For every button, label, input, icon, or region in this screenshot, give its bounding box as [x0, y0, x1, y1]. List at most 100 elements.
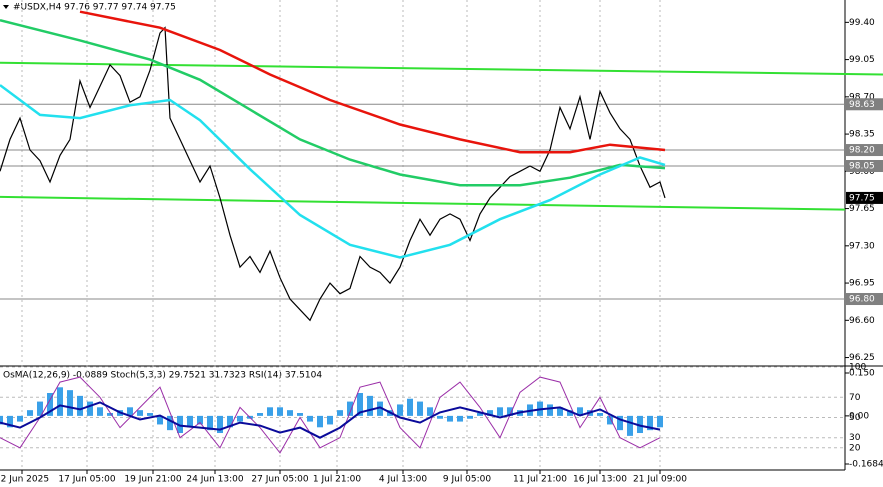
osma-bar: [497, 407, 503, 416]
level-box: [846, 144, 883, 157]
osma-bar: [47, 393, 53, 416]
osma-bar: [277, 407, 283, 416]
osma-bar: [547, 404, 553, 416]
y-tick-label: 99.05: [849, 55, 875, 65]
osma-bar: [137, 410, 143, 416]
x-tick-label: 1 Jul 21:00: [313, 475, 362, 485]
y2-tick-label: 100: [849, 363, 866, 373]
osma-bar: [317, 415, 323, 428]
y-tick-label: 99.40: [849, 18, 875, 28]
y-tick-label: 96.60: [849, 316, 875, 326]
osma-bar: [27, 410, 33, 416]
level-label: 96.80: [849, 295, 875, 305]
osma-bar: [217, 415, 223, 434]
y-tick-label: 0.00: [849, 411, 869, 421]
osma-bar: [627, 415, 633, 436]
osma-bar: [307, 415, 313, 422]
level-box: [846, 98, 883, 111]
osma-bar: [597, 413, 603, 416]
osma-bar: [237, 415, 243, 422]
osma-bar: [467, 415, 473, 419]
osma-bar: [97, 407, 103, 416]
y-tick-label: 0.150: [849, 369, 875, 379]
trend-line: [0, 61, 883, 76]
current-price-label: 97.75: [849, 193, 875, 203]
osma-bar: [177, 415, 183, 434]
osma-bar: [327, 415, 333, 425]
osma-bar: [607, 415, 613, 425]
osma-bar: [647, 415, 653, 431]
y-tick-label: 98.35: [849, 130, 875, 140]
osma-bar: [107, 413, 113, 416]
level-box: [846, 160, 883, 173]
level-label: 98.63: [849, 100, 875, 110]
x-tick-label: 9 Jul 05:00: [443, 475, 492, 485]
osma-bar: [77, 395, 83, 416]
x-tick-label: 21 Jul 09:00: [633, 475, 687, 485]
y2-tick-label: 50: [849, 413, 861, 423]
osma-bar: [167, 415, 173, 431]
x-tick-label: 27 Jun 05:00: [251, 475, 308, 485]
osma-bar: [67, 390, 73, 416]
level-label: 98.05: [849, 162, 875, 172]
y-tick-label: -0.1684: [849, 460, 883, 470]
level-label: 98.20: [849, 146, 875, 156]
x-tick-label: 11 Jul 21:00: [513, 475, 567, 485]
osma-bar: [197, 415, 203, 425]
x-tick-label: 19 Jun 21:00: [124, 475, 181, 485]
osma-bar: [297, 413, 303, 416]
x-tick-label: 24 Jun 13:00: [186, 475, 243, 485]
osma-bar: [637, 415, 643, 434]
y2-tick-label: 30: [849, 433, 861, 443]
osma-bar: [477, 413, 483, 416]
osma-bar: [427, 407, 433, 416]
osma-bar: [57, 387, 63, 416]
osma-bar: [227, 415, 233, 428]
y-tick-label: 97.30: [849, 241, 875, 251]
osma-bar: [657, 415, 663, 428]
osma-bar: [347, 401, 353, 416]
level-box: [846, 293, 883, 306]
moving-average: [0, 84, 666, 259]
osma-bar: [577, 407, 583, 416]
osma-bar: [617, 415, 623, 431]
osma-bar: [127, 407, 133, 416]
osma-bar: [157, 415, 163, 425]
osma-bar: [7, 415, 13, 428]
osma-bar: [257, 413, 263, 416]
osma-bar: [17, 415, 23, 422]
osma-bar: [287, 410, 293, 416]
moving-average: [79, 10, 666, 154]
osma-bar: [397, 404, 403, 416]
osma-bar: [417, 401, 423, 416]
x-tick-label: 12 Jun 2025: [0, 475, 49, 485]
osma-bar: [507, 407, 513, 416]
osma-bar: [187, 415, 193, 428]
moving-average: [0, 18, 666, 187]
osma-bar: [377, 401, 383, 416]
osma-bar: [437, 415, 443, 419]
y2-tick-label: 20: [849, 443, 861, 453]
osma-bar: [487, 410, 493, 416]
y-tick-label: 98.70: [849, 92, 875, 102]
current-price-box: [846, 191, 883, 204]
indicator-title: OsMA(12,26,9) -0.0889 Stoch(5,3,3) 29.75…: [3, 371, 322, 381]
x-tick-label: 4 Jul 13:00: [379, 475, 428, 485]
osma-bar: [207, 415, 213, 431]
osma-bar: [357, 393, 363, 416]
osma-bar: [557, 407, 563, 416]
osma-bar: [267, 407, 273, 416]
y-tick-label: 96.95: [849, 279, 875, 289]
osma-bar: [147, 413, 153, 416]
osma-bar: [87, 401, 93, 416]
osma-bar: [337, 410, 343, 416]
osma-bar: [567, 410, 573, 416]
x-tick-label: 16 Jul 13:00: [573, 475, 627, 485]
y-tick-label: 96.25: [849, 353, 875, 363]
price-line: [0, 26, 666, 322]
x-tick-label: 17 Jun 05:00: [58, 475, 115, 485]
osma-bar: [457, 415, 463, 422]
osma-bar: [407, 398, 413, 416]
